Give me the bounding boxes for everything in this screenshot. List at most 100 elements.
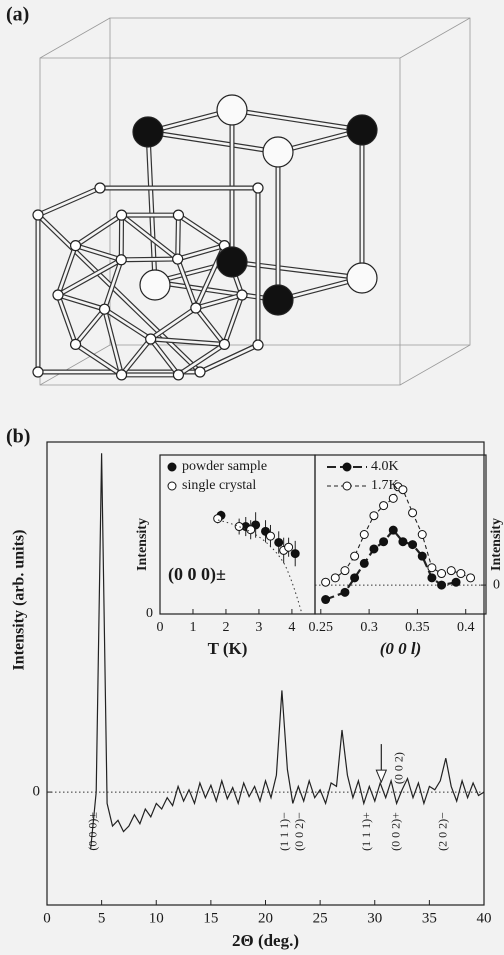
- x-tick-label: 0: [43, 910, 51, 926]
- data-point: [330, 573, 340, 583]
- panel-label: (b): [6, 426, 30, 448]
- data-point: [388, 493, 398, 503]
- rod: [36, 213, 202, 374]
- rod: [149, 337, 226, 346]
- rod: [230, 108, 364, 132]
- annotation: (0 0 0)±: [168, 564, 226, 585]
- legend-marker: [342, 462, 352, 472]
- data-point: [369, 511, 379, 521]
- data-point: [350, 551, 360, 561]
- rod: [194, 293, 244, 310]
- rod: [119, 257, 179, 262]
- rod: [103, 258, 123, 311]
- data-point: [417, 551, 427, 561]
- box-edge: [39, 17, 111, 59]
- data-point: [350, 573, 360, 583]
- atom: [218, 338, 231, 350]
- atom: [262, 136, 294, 168]
- data-point: [234, 522, 244, 532]
- box-edge: [399, 344, 471, 386]
- data-point: [213, 514, 223, 524]
- rod: [223, 293, 244, 346]
- y-tick-label: 0: [493, 577, 500, 592]
- data-point: [417, 530, 427, 539]
- peak-label: (0 0 2): [392, 752, 406, 784]
- atom: [194, 366, 206, 378]
- rod: [74, 244, 123, 262]
- atom: [94, 182, 106, 194]
- atom: [32, 209, 44, 221]
- x-axis-label: T (K): [208, 639, 248, 658]
- atom: [252, 182, 264, 194]
- rod: [103, 307, 123, 377]
- atom: [115, 209, 128, 221]
- x-tick-label: 40: [477, 910, 492, 926]
- rod: [149, 306, 198, 341]
- data-point: [290, 549, 300, 559]
- rod: [74, 343, 123, 377]
- atom: [98, 303, 111, 315]
- data-point: [398, 485, 408, 495]
- atom: [115, 369, 128, 381]
- rod: [56, 293, 77, 346]
- atom: [346, 114, 378, 146]
- data-point: [359, 558, 369, 568]
- arrow-head: [375, 769, 388, 784]
- atom: [145, 333, 157, 345]
- data-point: [437, 580, 447, 590]
- rod: [120, 337, 152, 377]
- atom: [132, 116, 164, 148]
- atom: [216, 246, 248, 278]
- rod: [176, 213, 180, 261]
- legend-label: 4.0K: [371, 459, 399, 474]
- data-point: [456, 569, 466, 579]
- rod: [56, 244, 77, 297]
- data-point: [408, 540, 418, 550]
- y-axis-label: Intensity: [135, 518, 150, 571]
- atom: [32, 366, 44, 378]
- x-tick-label: 25: [313, 910, 328, 926]
- legend-marker: [167, 462, 177, 472]
- legend-marker: [342, 481, 352, 491]
- x-tick-label: 4: [288, 620, 295, 635]
- data-point: [274, 537, 284, 547]
- guide-curve: [217, 519, 303, 615]
- data-point: [437, 569, 447, 579]
- atom: [346, 262, 378, 294]
- legend-label: powder sample: [182, 459, 267, 474]
- atom: [252, 339, 264, 351]
- rod: [230, 260, 364, 280]
- x-tick-label: 0: [157, 620, 164, 635]
- data-point: [388, 525, 398, 535]
- rod: [146, 130, 280, 154]
- box-edge: [39, 344, 111, 386]
- crystal-diagram: [32, 17, 471, 386]
- x-tick-label: 15: [203, 910, 218, 926]
- atom: [262, 284, 294, 316]
- atom: [216, 94, 248, 126]
- legend-label: single crystal: [182, 478, 256, 493]
- x-tick-label: 3: [255, 620, 262, 635]
- rod: [74, 213, 123, 247]
- y-axis-label: Intensity (arb. units): [11, 530, 28, 671]
- atom: [69, 338, 82, 350]
- atom: [115, 254, 127, 266]
- data-point: [265, 531, 275, 541]
- box-edge: [399, 17, 471, 59]
- x-tick-label: 2: [222, 620, 229, 635]
- data-point: [398, 537, 408, 547]
- x-axis-label: (0 0 l): [380, 639, 422, 658]
- x-tick-label: 10: [149, 910, 164, 926]
- atom: [172, 209, 185, 221]
- peak-label: (0 0 2)−: [292, 812, 306, 851]
- atom: [236, 289, 248, 301]
- rod: [56, 258, 123, 297]
- data-point: [321, 577, 331, 587]
- rod: [177, 213, 226, 247]
- panel-label: (a): [6, 4, 29, 26]
- data-point: [379, 537, 389, 547]
- data-point: [408, 508, 418, 518]
- y-tick-label: 0: [146, 606, 153, 621]
- data-point: [451, 577, 461, 587]
